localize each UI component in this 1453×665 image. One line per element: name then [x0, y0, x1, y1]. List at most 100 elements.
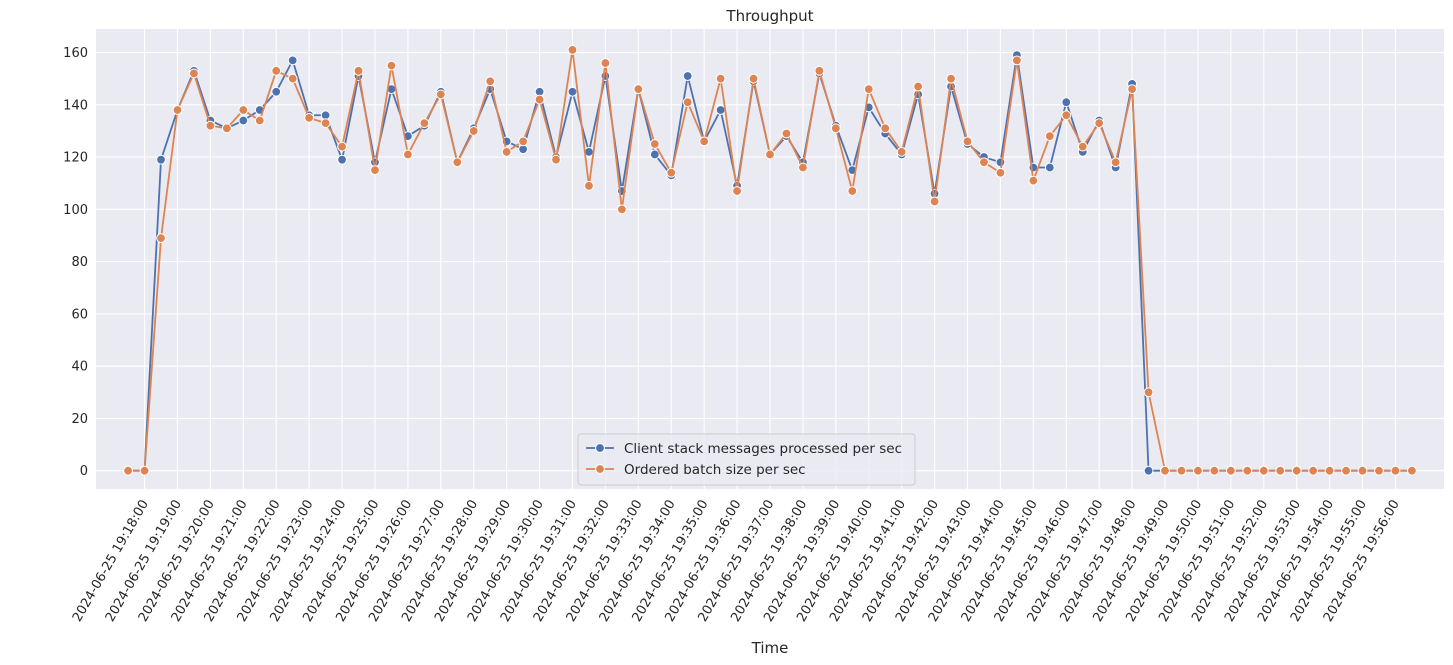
y-axis-ticks: 0 20 40 60 80 100 120 140 160: [63, 46, 88, 479]
data-point: [1061, 110, 1072, 121]
data-point: [287, 73, 298, 84]
data-point: [1193, 465, 1203, 476]
data-point: [172, 105, 183, 115]
data-point: [814, 65, 825, 76]
data-point: [1127, 84, 1138, 95]
data-point: [748, 73, 759, 84]
data-point: [156, 233, 166, 243]
data-point: [386, 60, 397, 71]
legend-marker: [595, 443, 605, 453]
data-point: [337, 154, 347, 165]
data-point: [1291, 465, 1302, 476]
series-2: [123, 45, 1417, 476]
y-tick-label: 80: [71, 255, 88, 270]
data-point: [435, 89, 446, 100]
data-point: [847, 186, 858, 196]
data-point: [979, 157, 989, 168]
data-point: [1209, 465, 1220, 476]
data-point: [468, 126, 479, 136]
y-tick-label: 0: [80, 464, 88, 479]
legend-frame: [577, 433, 916, 486]
data-point: [633, 84, 644, 95]
data-point: [649, 139, 660, 149]
data-point: [1044, 131, 1055, 142]
legend-item: Client stack messages processed per sec: [586, 441, 902, 457]
data-point: [567, 86, 578, 97]
data-point: [929, 196, 940, 207]
data-point: [320, 118, 331, 128]
data-point: [600, 71, 611, 81]
data-point: [1390, 465, 1401, 476]
data-point: [402, 149, 413, 160]
data-point: [1407, 465, 1417, 476]
data-point: [205, 120, 216, 131]
data-point: [1324, 465, 1335, 476]
data-point: [715, 73, 726, 84]
data-point: [271, 65, 282, 76]
data-point: [534, 94, 545, 105]
data-point: [485, 76, 496, 87]
data-point: [304, 112, 315, 123]
data-point: [287, 55, 298, 66]
y-tick-label: 20: [71, 412, 88, 427]
grid-lines: [96, 29, 1444, 489]
data-point: [1242, 465, 1253, 476]
data-point: [189, 68, 199, 79]
data-point: [1028, 175, 1039, 186]
data-point: [1110, 157, 1121, 168]
data-point: [337, 141, 347, 152]
data-point: [1160, 465, 1170, 476]
data-point: [370, 165, 380, 176]
data-point: [649, 149, 660, 160]
data-point: [682, 97, 693, 108]
data-point: [765, 149, 775, 160]
data-point: [1308, 465, 1319, 476]
data-point: [880, 123, 891, 134]
data-point: [452, 157, 463, 168]
data-point: [139, 465, 150, 476]
data-point: [551, 154, 561, 165]
data-point: [1357, 465, 1368, 476]
data-point: [732, 186, 742, 196]
data-point: [1176, 465, 1187, 476]
data-point: [1225, 465, 1236, 476]
data-point: [419, 118, 430, 128]
legend-item: Ordered batch size per sec: [586, 462, 806, 478]
data-point: [913, 81, 924, 92]
legend-label: Client stack messages processed per sec: [624, 441, 902, 457]
legend-label: Ordered batch size per sec: [624, 462, 806, 478]
y-tick-label: 60: [71, 307, 88, 322]
data-point: [1011, 55, 1022, 66]
data-point: [221, 123, 232, 134]
data-point: [238, 105, 249, 115]
data-point: [896, 146, 907, 157]
data-point: [798, 162, 808, 173]
data-point: [699, 136, 710, 147]
data-point: [715, 105, 726, 115]
data-point: [1374, 465, 1384, 476]
data-point: [156, 154, 166, 165]
y-tick-label: 40: [71, 360, 88, 375]
data-point: [353, 65, 364, 76]
data-point: [1258, 465, 1269, 476]
data-point: [1094, 118, 1105, 128]
y-tick-label: 100: [63, 203, 88, 218]
data-point: [518, 136, 529, 147]
y-tick-label: 160: [63, 46, 88, 61]
legend-marker: [595, 464, 605, 474]
data-point: [1143, 387, 1154, 398]
data-point: [995, 157, 1006, 168]
data-point: [946, 73, 956, 84]
data-point: [271, 86, 282, 97]
x-axis-title: Time: [751, 639, 789, 657]
data-point: [1061, 97, 1072, 108]
data-point: [1275, 465, 1286, 476]
data-point: [123, 465, 133, 476]
data-point: [1341, 465, 1351, 476]
data-point: [962, 136, 973, 147]
data-point: [616, 204, 627, 215]
data-point: [781, 128, 792, 139]
data-point: [830, 123, 841, 134]
